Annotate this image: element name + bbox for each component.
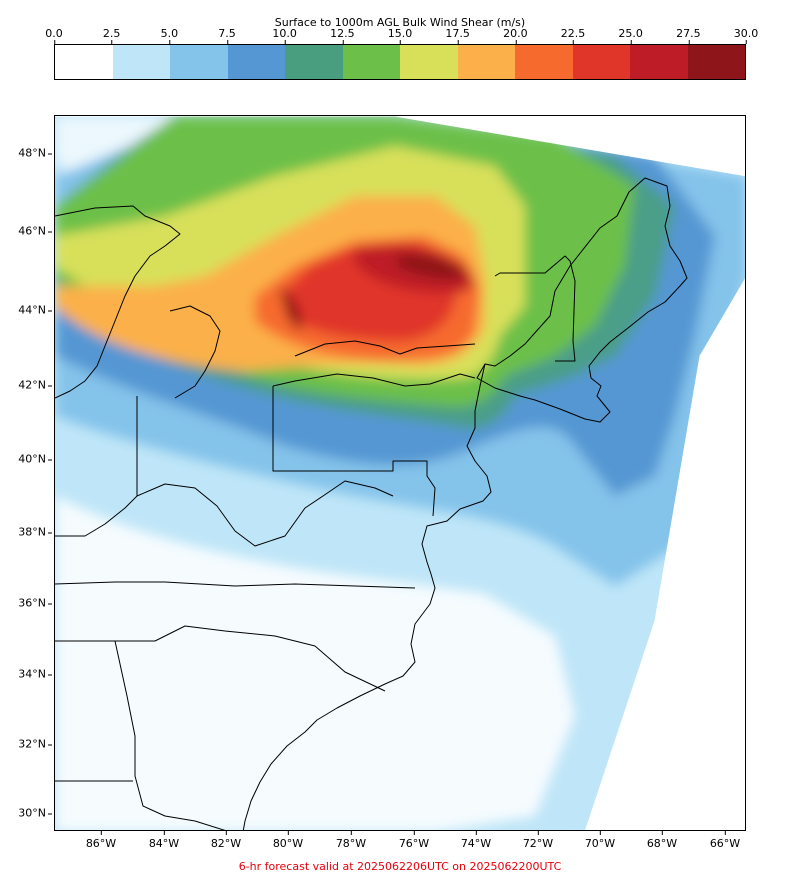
lon-label: 72°W bbox=[522, 831, 554, 850]
colorbar bbox=[54, 44, 746, 80]
lon-label: 82°W bbox=[210, 831, 242, 850]
shear-map bbox=[55, 116, 745, 830]
new-england-state-borders bbox=[494, 255, 576, 362]
ny-pa-border bbox=[272, 373, 476, 387]
colorbar-tick: 22.5 bbox=[560, 27, 586, 44]
colorbar-segment bbox=[342, 45, 400, 79]
lake-ontario-erie-shore bbox=[294, 340, 476, 357]
map-panel bbox=[54, 115, 746, 831]
georgia-alabama-border bbox=[114, 640, 226, 830]
colorbar-tick: 7.5 bbox=[218, 27, 236, 44]
lon-label: 78°W bbox=[335, 831, 367, 850]
colorbar-segment bbox=[112, 45, 170, 79]
lat-label: 46°N bbox=[18, 224, 52, 238]
forecast-validity-caption: 6-hr forecast valid at 2025062206UTC on … bbox=[238, 860, 562, 873]
colorbar-tick: 17.5 bbox=[445, 27, 470, 44]
colorbar-segment bbox=[170, 45, 228, 79]
colorbar-tick: 15.0 bbox=[387, 27, 413, 44]
colorbar-segment bbox=[227, 45, 285, 79]
colorbar-segment bbox=[687, 45, 745, 79]
colorbar-title: Surface to 1000m AGL Bulk Wind Shear (m/… bbox=[274, 16, 526, 29]
lat-label: 32°N bbox=[18, 737, 52, 751]
lon-label: 74°W bbox=[460, 831, 492, 850]
colorbar-segment bbox=[572, 45, 630, 79]
field-band-27-5-west bbox=[280, 286, 302, 331]
colorbar-segment bbox=[630, 45, 688, 79]
lat-label: 34°N bbox=[18, 667, 52, 681]
colorbar-tick: 30.0 bbox=[733, 27, 759, 44]
field-band-27-5 bbox=[395, 254, 465, 279]
colorbar-segment bbox=[55, 45, 113, 79]
colorbar-segment bbox=[457, 45, 515, 79]
carolina-border bbox=[55, 625, 386, 692]
ohio-river-border bbox=[136, 480, 394, 547]
lat-label: 42°N bbox=[18, 378, 52, 392]
lon-label: 80°W bbox=[272, 831, 304, 850]
colorbar-segment bbox=[285, 45, 343, 79]
lon-label: 68°W bbox=[646, 831, 678, 850]
domain-edge bbox=[55, 116, 745, 830]
virginia-southern-border bbox=[55, 581, 416, 589]
colorbar-tick: 12.5 bbox=[330, 27, 355, 44]
colorbar-tick: 10.0 bbox=[272, 27, 297, 44]
colorbar-tick: 25.0 bbox=[618, 27, 643, 44]
lon-label: 84°W bbox=[148, 831, 180, 850]
lat-label: 44°N bbox=[18, 303, 52, 317]
colorbar-tick: 2.5 bbox=[102, 27, 121, 44]
colorbar-tick: 5.0 bbox=[160, 27, 179, 44]
ohio-indiana-border bbox=[55, 396, 138, 537]
shear-field bbox=[55, 116, 745, 830]
lat-label: 48°N bbox=[18, 146, 52, 160]
boundary-lines bbox=[55, 177, 688, 830]
colorbar-tick: 0.0 bbox=[45, 27, 63, 44]
colorbar-segment bbox=[400, 45, 458, 79]
lon-label: 70°W bbox=[584, 831, 616, 850]
lake-michigan-east-shore bbox=[55, 205, 181, 399]
lon-label: 86°W bbox=[85, 831, 117, 850]
atlantic-coastline bbox=[242, 363, 492, 830]
lat-label: 36°N bbox=[18, 596, 52, 610]
lat-label: 30°N bbox=[18, 806, 52, 820]
lat-label: 38°N bbox=[18, 525, 52, 539]
lon-label: 66°W bbox=[709, 831, 741, 850]
colorbar-tick-labels: 0.0 2.5 5.0 7.5 10.0 12.5 15.0 17.5 20.0… bbox=[45, 27, 758, 44]
new-england-coastline bbox=[476, 177, 688, 423]
lat-label: 40°N bbox=[18, 452, 52, 466]
lake-huron-shore bbox=[169, 305, 221, 399]
colorbar-tick: 20.0 bbox=[503, 27, 528, 44]
pennsylvania-border bbox=[272, 386, 436, 517]
colorbar-tick: 27.5 bbox=[676, 27, 701, 44]
field-band-calm bbox=[55, 496, 575, 830]
lon-label: 76°W bbox=[398, 831, 430, 850]
colorbar-segment bbox=[515, 45, 573, 79]
